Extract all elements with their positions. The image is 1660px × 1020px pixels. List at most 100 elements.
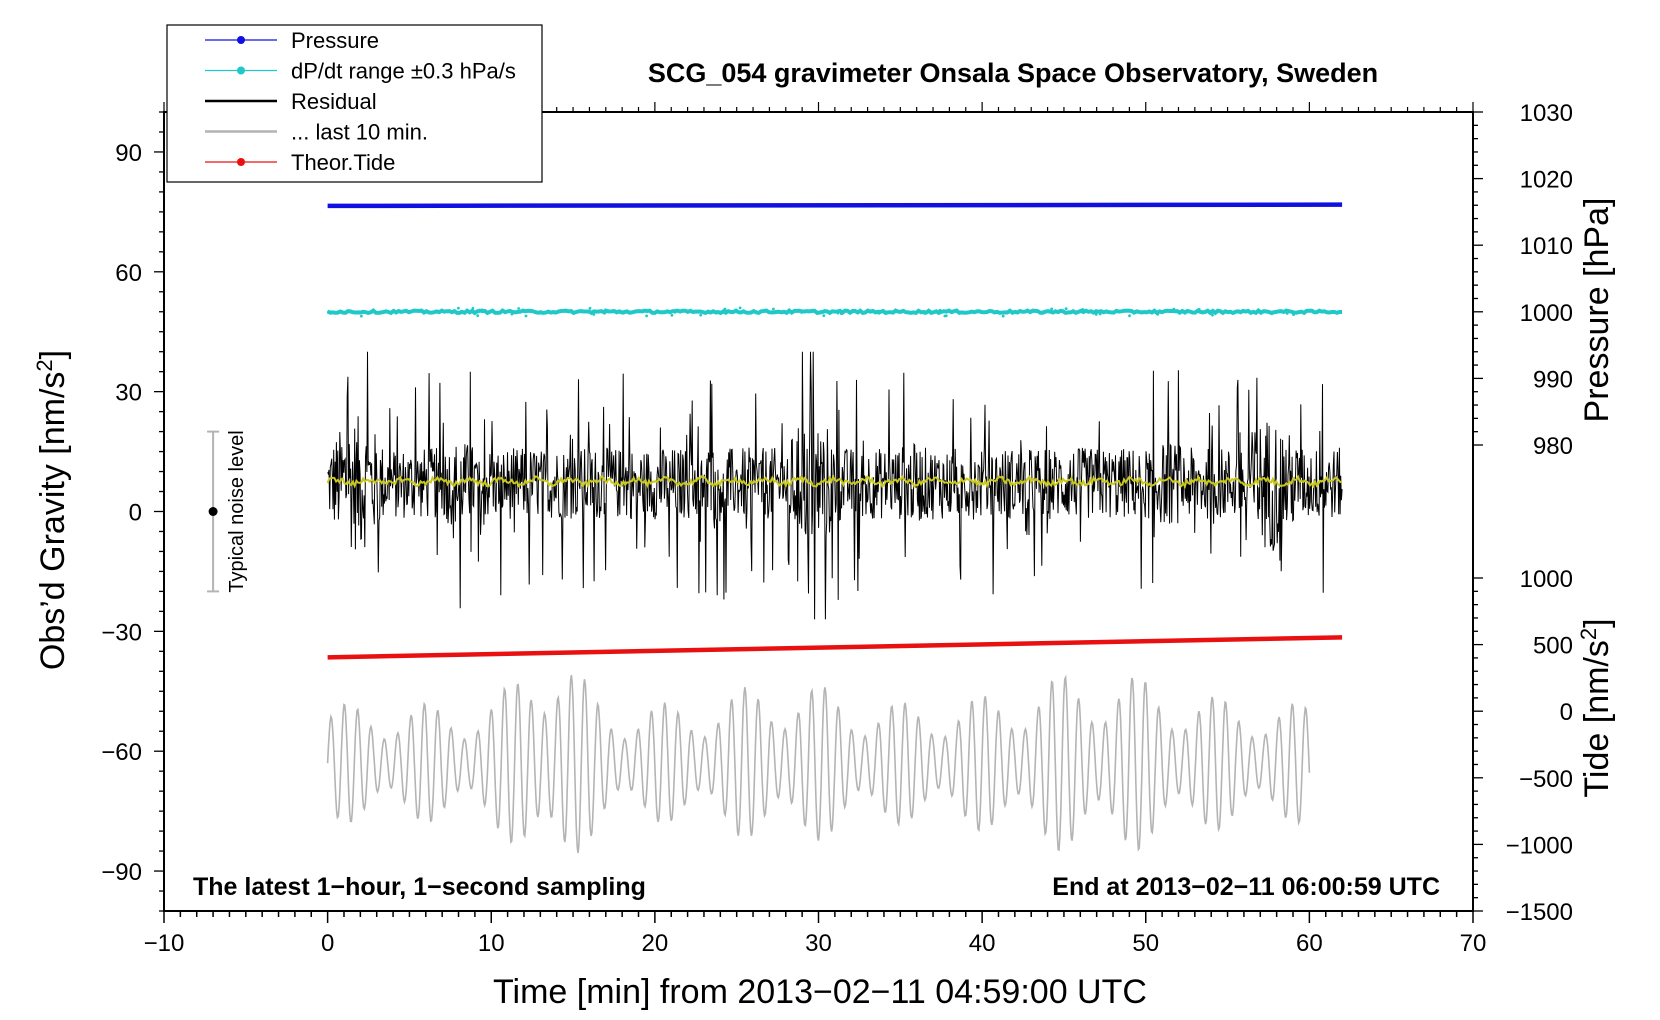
- dpdt-point: [1156, 312, 1160, 316]
- y-axis-tide-title: Tide [nm/s2]: [1576, 618, 1616, 797]
- legend-entry-label: Theor.Tide: [291, 150, 395, 175]
- tide-tick-label: −1000: [1506, 832, 1573, 859]
- x-axis-title: Time [min] from 2013−02−11 04:59:00 UTC: [493, 973, 1147, 1011]
- x-tick-label: 60: [1296, 930, 1323, 957]
- dpdt-point: [772, 307, 775, 311]
- dpdt-point: [415, 309, 418, 313]
- dpdt-point: [588, 306, 592, 310]
- dpdt-point: [1270, 312, 1274, 316]
- noise-bar-label: Typical noise level: [226, 430, 248, 592]
- series-layer: [326, 202, 1343, 854]
- dpdt-point: [1050, 311, 1054, 314]
- dpdt-point: [836, 311, 840, 315]
- dpdt-point: [1184, 311, 1188, 314]
- y-left-tick-label: 60: [115, 260, 142, 287]
- x-tick-label: 20: [642, 930, 669, 957]
- dpdt-point: [673, 310, 677, 314]
- dpdt-line: [326, 307, 1343, 316]
- dpdt-point: [1307, 309, 1311, 313]
- dpdt-point: [521, 309, 525, 312]
- x-tick-label: 40: [969, 930, 996, 957]
- tide-tick-label: 500: [1533, 633, 1573, 660]
- residual-line: [327, 351, 1343, 620]
- dpdt-point: [840, 312, 843, 315]
- dpdt-point: [344, 310, 348, 314]
- dpdt-point: [645, 314, 648, 318]
- y-left-tick-label: −90: [101, 859, 142, 886]
- y-axis-left-title-sup: 2: [32, 359, 57, 371]
- dpdt-point: [539, 310, 542, 313]
- dpdt-point: [1172, 307, 1176, 311]
- x-tick-label: −10: [144, 930, 185, 957]
- x-tick-label: 50: [1132, 930, 1159, 957]
- legend-entry-label: Residual: [291, 89, 377, 114]
- dpdt-point: [480, 308, 484, 312]
- pressure-tick-label: 980: [1533, 433, 1573, 460]
- legend-entry-label: Pressure: [291, 28, 379, 53]
- dpdt-point: [870, 309, 874, 313]
- tide-tick-label: 0: [1560, 699, 1573, 726]
- legend-swatch-marker: [237, 158, 245, 166]
- tide-tick-label: 1000: [1520, 566, 1573, 593]
- dpdt-point: [424, 309, 428, 312]
- last-10-min-line: [326, 674, 1311, 854]
- legend-swatch-marker: [237, 36, 245, 44]
- dpdt-point: [1081, 308, 1085, 311]
- dpdt-point: [1197, 307, 1201, 311]
- dpdt-point: [824, 309, 827, 312]
- y-axis-tide-title-sup: 2: [1576, 628, 1601, 640]
- legend-box: [166, 24, 543, 183]
- dpdt-point: [1094, 313, 1098, 316]
- pressure-line: [327, 202, 1343, 209]
- x-tick-label: 0: [321, 930, 334, 957]
- residual-smoothed-line: [326, 474, 1343, 490]
- dpdt-point: [476, 314, 480, 317]
- dpdt-point: [604, 308, 607, 312]
- legend: Pressure dP/dt range ±0.3 hPa/s Residual..…: [166, 24, 543, 183]
- y-left-tick-label: 30: [115, 380, 142, 407]
- dpdt-point: [592, 313, 596, 316]
- x-tick-label: 10: [478, 930, 505, 957]
- dpdt-point: [1337, 310, 1341, 313]
- dpdt-point: [699, 313, 703, 317]
- pressure-tick-label: 1030: [1520, 100, 1573, 127]
- dpdt-point: [603, 311, 606, 315]
- dpdt-point: [943, 314, 947, 318]
- pressure-tick-label: 990: [1533, 366, 1573, 393]
- legend-entry-label: ... last 10 min.: [291, 120, 428, 145]
- dpdt-point: [1050, 307, 1054, 311]
- dpdt-point: [471, 307, 475, 310]
- dpdt-point: [938, 308, 942, 312]
- dpdt-point: [877, 311, 881, 315]
- dpdt-point: [1098, 312, 1102, 316]
- dpdt-point: [457, 306, 460, 310]
- dpdt-point: [1001, 314, 1005, 318]
- tide-tick-label: −500: [1519, 766, 1573, 793]
- y-left-tick-label: 90: [115, 140, 142, 167]
- y-axis-left-title: Obs’d Gravity [nm/s2]: [32, 350, 72, 670]
- dpdt-point: [511, 310, 515, 314]
- dpdt-point: [1128, 314, 1131, 318]
- x-tick-label: 70: [1460, 930, 1487, 957]
- y-axis-tide-title-main: Tide [nm/s: [1578, 640, 1616, 797]
- annotation-end-time: End at 2013−02−11 06:00:59 UTC: [1052, 873, 1440, 901]
- dpdt-point: [1041, 310, 1045, 314]
- y-axis-left-title-end: ]: [34, 350, 72, 359]
- x-tick-label: 30: [805, 930, 832, 957]
- dpdt-point: [622, 311, 625, 315]
- dpdt-point: [452, 310, 456, 313]
- dpdt-point: [723, 307, 727, 311]
- pressure-tick-label: 1020: [1520, 167, 1573, 194]
- theor-tide-line: [327, 635, 1343, 660]
- annotation-latest-hour: The latest 1−hour, 1−second sampling: [193, 873, 646, 901]
- dpdt-point: [1064, 307, 1068, 310]
- dpdt-point: [1292, 313, 1295, 316]
- legend-swatch-marker: [237, 66, 245, 75]
- y-left-tick-label: −60: [101, 739, 142, 766]
- dpdt-point: [800, 311, 803, 314]
- y-axis-pressure-title: Pressure [hPa]: [1578, 198, 1616, 423]
- pressure-tick-label: 1000: [1520, 300, 1573, 327]
- dpdt-point: [738, 306, 742, 310]
- chart-title: SCG_054 gravimeter Onsala Space Observat…: [648, 58, 1378, 88]
